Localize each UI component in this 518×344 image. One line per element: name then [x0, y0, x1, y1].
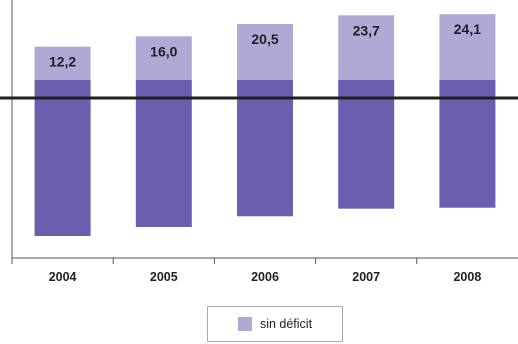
bar-body-2005	[135, 80, 192, 227]
bar-body-2008	[439, 80, 496, 208]
x-tick-label-2008: 2008	[453, 270, 481, 284]
x-tick-label-2006: 2006	[251, 270, 279, 284]
data-label-2007: 23,7	[353, 22, 380, 38]
ticks-layer: 2004 2005 2006 2007 2008	[11, 258, 481, 284]
bar-body-2006	[237, 80, 293, 217]
legend-swatch	[237, 317, 252, 331]
data-label-2006: 20,5	[251, 31, 278, 47]
x-tick-label-2005: 2005	[150, 270, 178, 284]
bar-top-2008	[439, 14, 496, 80]
data-label-2005: 16,0	[150, 43, 177, 59]
data-label-2008: 24,1	[454, 21, 481, 37]
legend-label: sin déficit	[259, 317, 313, 331]
bar-top-2006	[237, 24, 293, 80]
legend: sin déficit	[207, 306, 343, 342]
bar-top-2007	[338, 15, 395, 81]
bar-body-2007	[338, 80, 395, 209]
bars-layer	[34, 14, 496, 236]
x-tick-label-2004: 2004	[49, 270, 77, 284]
bar-top-2005	[135, 36, 192, 80]
labels-layer: 12,2 16,0 20,5 23,7 24,1	[49, 21, 481, 69]
bar-body-2004	[34, 80, 91, 236]
data-label-2004: 12,2	[49, 54, 76, 70]
bar-top-2004	[34, 46, 91, 80]
x-tick-label-2007: 2007	[352, 270, 380, 284]
